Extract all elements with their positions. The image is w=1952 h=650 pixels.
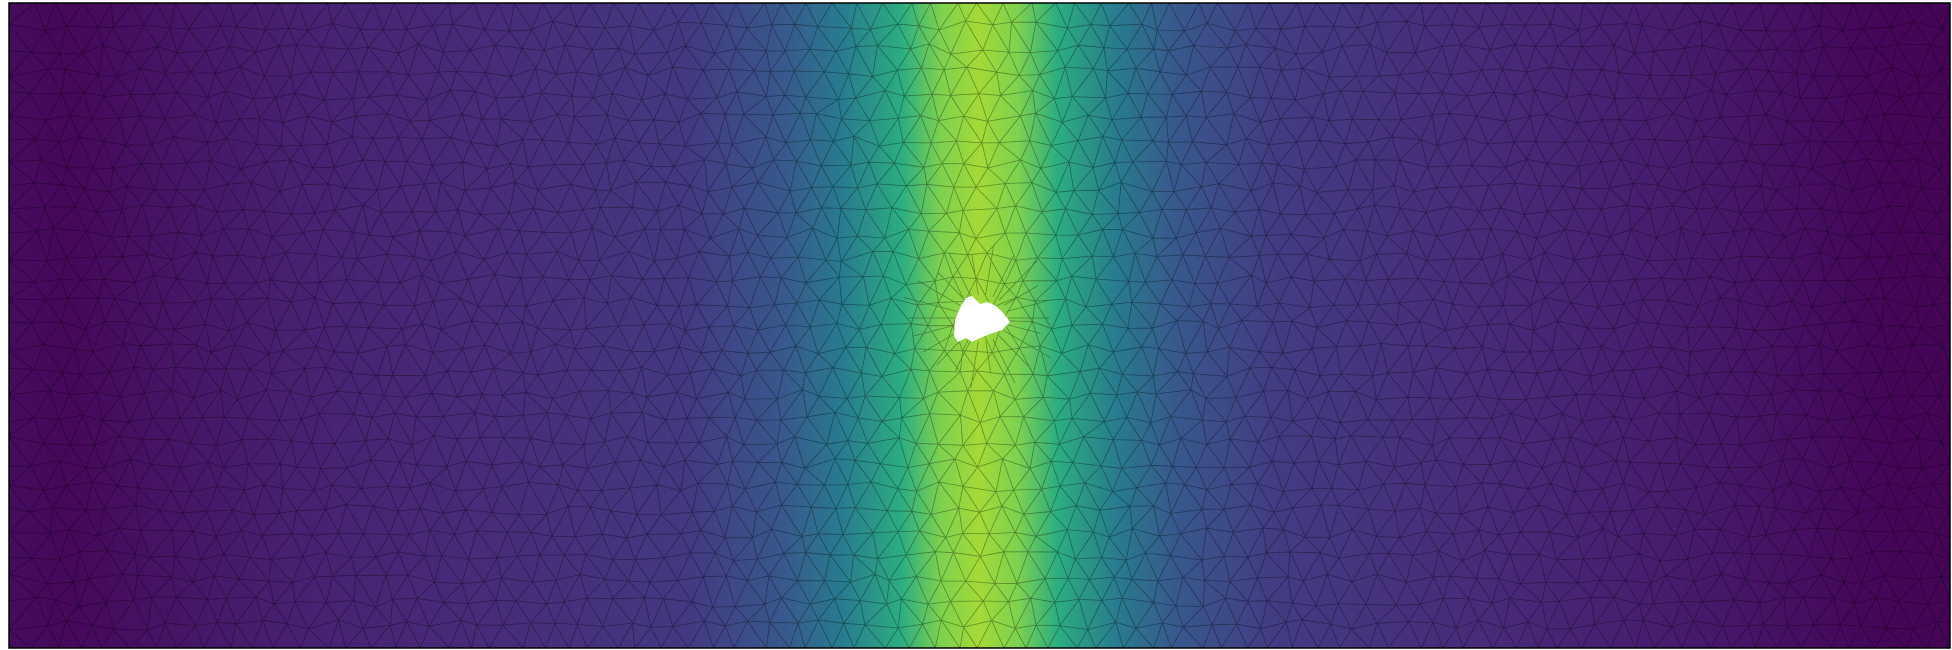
crack-hole — [954, 296, 1010, 342]
mesh-edges — [9, 3, 1950, 648]
mesh-edge-lines — [9, 3, 1950, 648]
domain-border — [8, 2, 1951, 649]
